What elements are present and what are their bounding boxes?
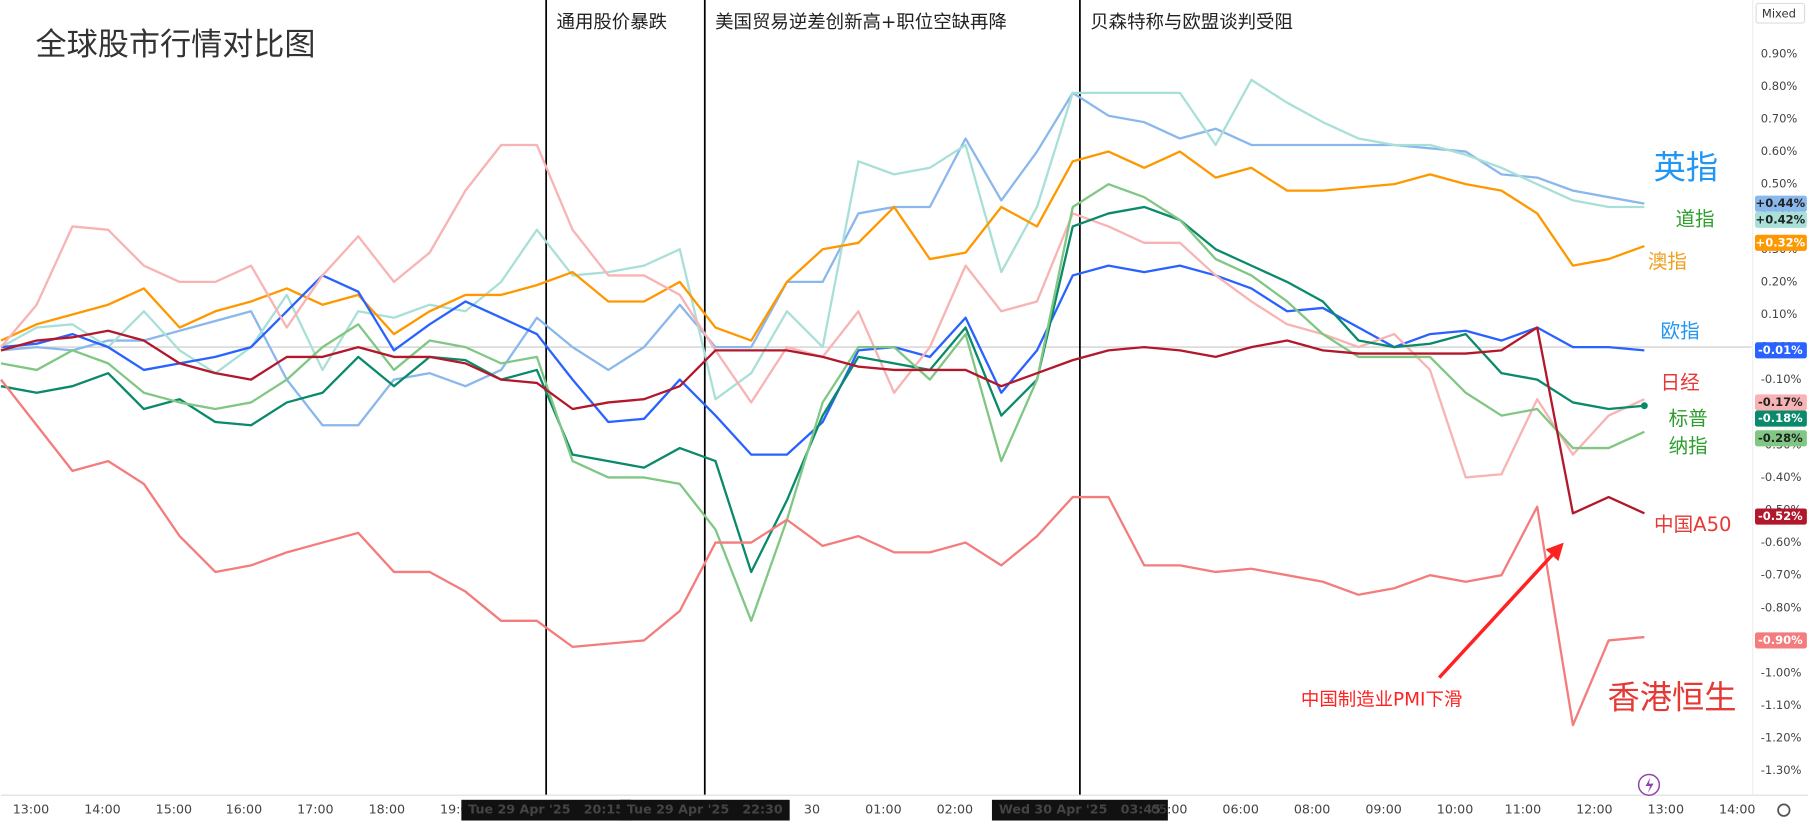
price-badge-label: +0.44%	[1756, 196, 1806, 210]
price-badge-label: -0.28%	[1758, 431, 1803, 445]
x-tick-label: 10:00	[1437, 802, 1473, 817]
series-line	[0, 91, 1645, 427]
y-tick-label: -0.10%	[1761, 372, 1802, 386]
series-name: 香港恒生	[1608, 679, 1737, 717]
series-line	[0, 183, 1645, 622]
series-name: 澳指	[1648, 250, 1687, 273]
price-badge	[1755, 632, 1807, 649]
x-tick-label: 18:00	[369, 802, 405, 817]
x-tick-label: 02:00	[937, 802, 973, 817]
x-tick-label: 13:00	[13, 802, 49, 817]
series-name: 中国A50	[1654, 513, 1731, 536]
x-tick-label: 09:00	[1365, 802, 1401, 817]
x-tick-label: 01:00	[865, 802, 901, 817]
lightning-icon[interactable]	[1637, 773, 1661, 796]
price-badge	[1755, 342, 1807, 359]
series-line	[0, 326, 1645, 515]
series-name: 标普	[1669, 407, 1708, 430]
y-tick-label: 0.60%	[1761, 144, 1798, 158]
price-badge	[1755, 211, 1807, 228]
x-tick-label: 13:00	[1648, 802, 1684, 817]
y-tick-label: 0.90%	[1761, 46, 1798, 60]
price-badge-label: -0.52%	[1758, 509, 1803, 523]
series-name: 道指	[1675, 208, 1714, 231]
price-badge-label: -0.17%	[1758, 395, 1803, 409]
price-badge	[1755, 234, 1807, 251]
event-annotation: 贝森特称与欧盟谈判受阻	[1090, 12, 1293, 33]
x-tick-highlight	[461, 799, 631, 821]
y-tick-label: -1.20%	[1761, 731, 1802, 745]
series-line	[0, 205, 1645, 574]
y-tick-label: -0.70%	[1761, 568, 1802, 582]
price-badge-label: -0.18%	[1758, 411, 1803, 425]
series-line	[0, 150, 1645, 342]
scale-mode[interactable]: Mixed	[1762, 6, 1796, 20]
y-tick-label: -0.60%	[1761, 535, 1802, 549]
price-badge	[1755, 430, 1807, 447]
y-tick-label: -1.00%	[1761, 665, 1802, 679]
x-tick-label: 30	[804, 802, 820, 817]
series-line	[0, 264, 1645, 456]
event-annotation: 通用股价暴跌	[557, 12, 668, 33]
y-tick-label: 0.80%	[1761, 79, 1798, 93]
x-tick-label: 15:00	[156, 802, 192, 817]
price-badge-label: +0.42%	[1756, 212, 1806, 226]
last-point	[1640, 402, 1648, 410]
series-line	[0, 78, 1645, 401]
lightning-glyph	[1645, 777, 1654, 793]
arrow	[1437, 542, 1564, 679]
y-tick-label: 0.50%	[1761, 177, 1798, 191]
series-name: 欧指	[1661, 319, 1700, 342]
chart-title: 全球股市行情对比图	[36, 27, 316, 63]
x-tick-label: Tue 29 Apr '25 20:15	[468, 802, 624, 817]
price-badge	[1755, 195, 1807, 212]
price-badge-label: -0.01%	[1758, 343, 1803, 357]
y-tick-label: 0.70%	[1761, 111, 1798, 125]
y-tick-label: -1.10%	[1761, 698, 1802, 712]
series-name: 纳指	[1669, 435, 1708, 458]
price-badge-label: -0.90%	[1758, 633, 1803, 647]
arrow-annotation: 中国制造业PMI下滑	[1301, 690, 1462, 711]
price-badge	[1755, 394, 1807, 411]
x-tick-label: 11:00	[1505, 802, 1541, 817]
plot-area	[0, 0, 1752, 796]
price-badge	[1755, 410, 1807, 427]
x-tick-label: 14:00	[1719, 802, 1755, 817]
x-tick-label: Tue 29 Apr '25 22:30	[627, 802, 783, 817]
x-tick-label: 16:00	[226, 802, 262, 817]
event-annotation: 美国贸易逆差创新高+职位空缺再降	[715, 12, 1007, 33]
y-tick-label: 0.10%	[1761, 307, 1798, 321]
price-badge	[1755, 508, 1807, 525]
x-tick-label: 12:00	[1576, 802, 1612, 817]
x-tick-label: 05:00	[1151, 802, 1187, 817]
series-line	[0, 378, 1645, 727]
x-tick-highlight	[991, 799, 1168, 821]
price-badge-label: +0.32%	[1756, 235, 1806, 249]
settings-icon[interactable]	[1777, 803, 1791, 817]
x-tick-label: 06:00	[1222, 802, 1258, 817]
scale-mode-button[interactable]	[1755, 2, 1806, 24]
y-tick-label: -0.40%	[1761, 470, 1802, 484]
series-name: 英指	[1654, 148, 1719, 186]
y-tick-label: -1.30%	[1761, 763, 1802, 777]
x-tick-label: 14:00	[84, 802, 120, 817]
y-tick-label: 0.20%	[1761, 274, 1798, 288]
x-tick-label: Wed 30 Apr '25 03:45	[999, 802, 1161, 817]
x-tick-highlight	[619, 799, 790, 821]
x-tick-label: 08:00	[1294, 802, 1330, 817]
series-name: 日经	[1661, 371, 1700, 394]
y-tick-label: -0.80%	[1761, 600, 1802, 614]
x-tick-label: 17:00	[297, 802, 333, 817]
